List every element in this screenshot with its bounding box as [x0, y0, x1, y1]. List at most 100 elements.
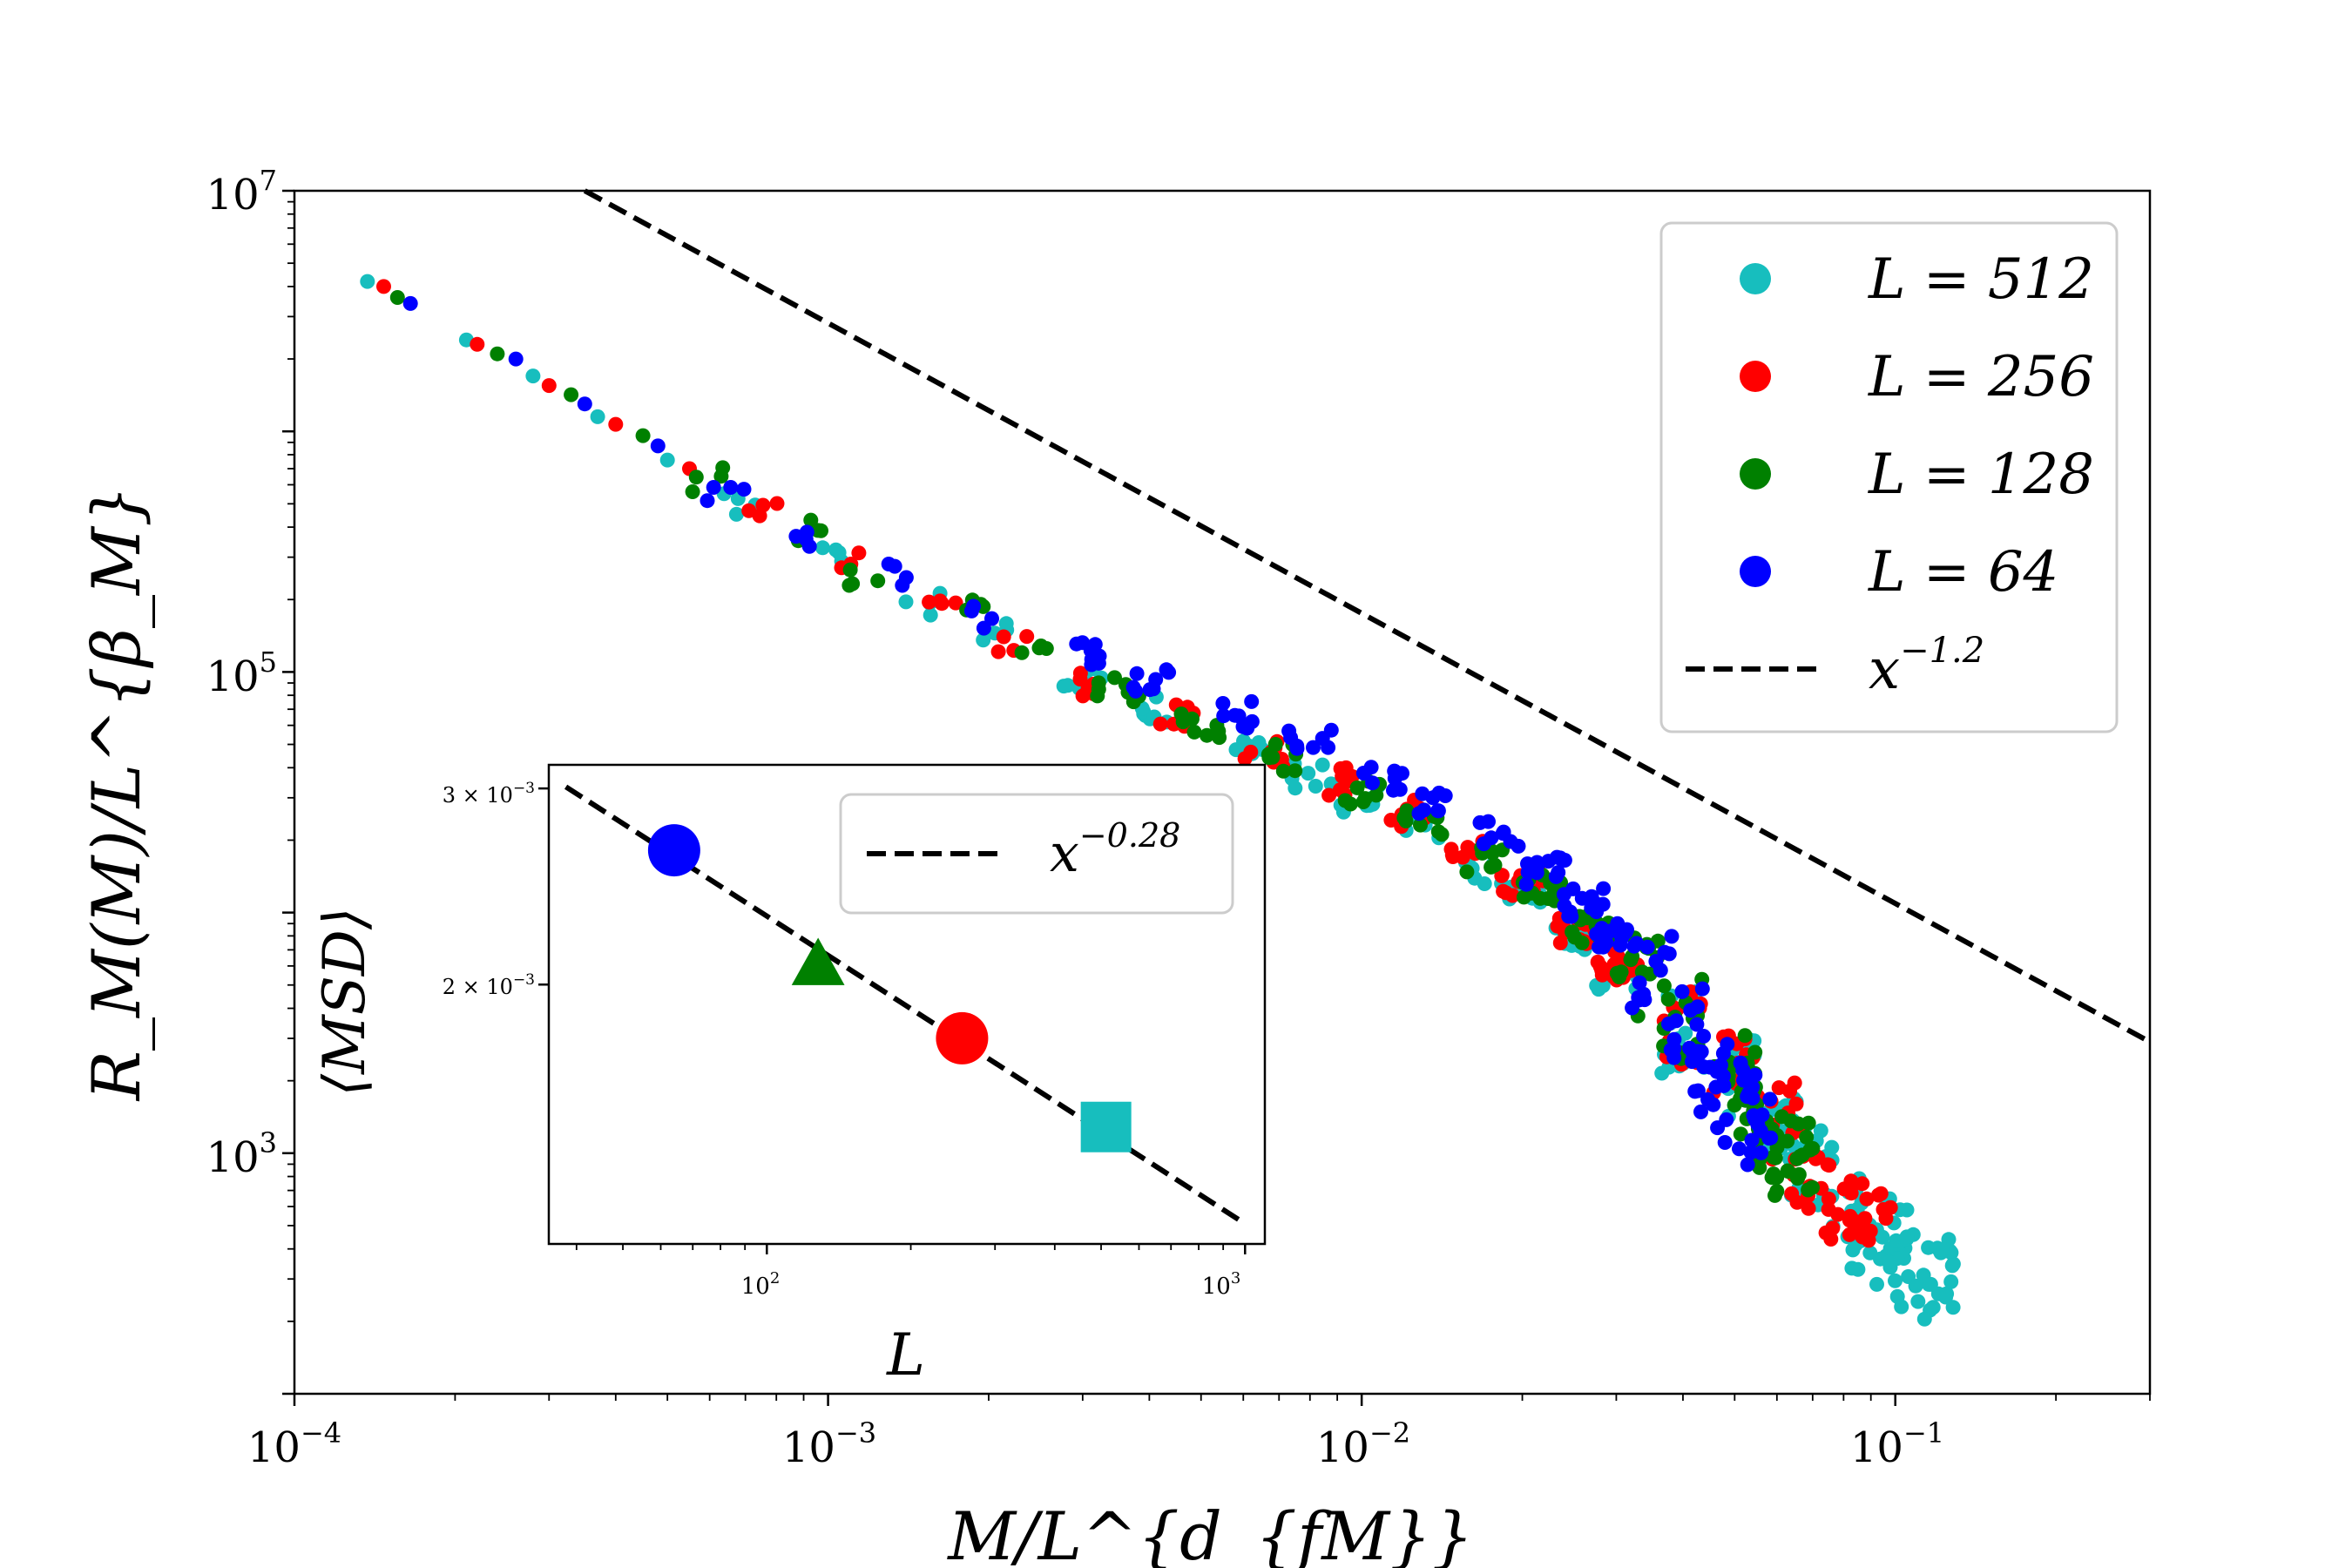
legend-marker-l64	[1740, 556, 1771, 587]
point-l64	[1733, 1055, 1748, 1071]
point-l128	[1656, 978, 1672, 994]
point-l512	[1875, 1229, 1890, 1245]
inset-point-l64	[647, 824, 700, 877]
point-l64	[1716, 1078, 1732, 1093]
point-l128	[1802, 1142, 1818, 1158]
point-l64	[1289, 738, 1305, 754]
point-l64	[1710, 1120, 1726, 1136]
point-l256	[1611, 949, 1625, 964]
point-l128	[1769, 1170, 1785, 1186]
point-l64	[1717, 1135, 1733, 1150]
point-l128	[1038, 641, 1054, 656]
point-l256	[1823, 1232, 1839, 1247]
point-l64	[1437, 788, 1453, 803]
point-l64	[1689, 1017, 1705, 1032]
point-l64	[1227, 707, 1243, 723]
point-l64	[402, 295, 418, 311]
point-l64	[887, 558, 902, 574]
inset-point-l512	[1080, 1101, 1132, 1152]
point-l512	[360, 274, 375, 289]
point-l128	[1747, 1044, 1763, 1060]
point-l64	[1496, 824, 1511, 840]
point-l64	[1632, 975, 1647, 990]
point-l64	[1753, 1123, 1768, 1139]
point-l256	[1243, 744, 1259, 760]
point-l128	[1175, 714, 1191, 730]
main-scatter-points	[360, 274, 1961, 1327]
point-l256	[755, 497, 771, 513]
point-l512	[525, 368, 541, 384]
point-l512	[814, 540, 830, 556]
point-l128	[1516, 889, 1531, 905]
point-l64	[1743, 1145, 1759, 1160]
point-l128	[1623, 952, 1639, 968]
point-l64	[984, 611, 999, 626]
point-l256	[608, 416, 624, 432]
point-l256	[1821, 1191, 1836, 1206]
point-l512	[1916, 1311, 1932, 1327]
point-l64	[1365, 775, 1380, 791]
point-l512	[1844, 1260, 1860, 1276]
point-l128	[870, 573, 886, 589]
inset-xtick-label: 102	[741, 1269, 781, 1300]
legend-label-l64: L = 64	[1868, 540, 2058, 605]
inset-xtick-label: 103	[1202, 1269, 1241, 1300]
inset-xlabel: L	[886, 1321, 925, 1389]
point-l64	[1690, 1083, 1706, 1098]
point-l64	[1631, 990, 1646, 1005]
point-l512	[1899, 1229, 1915, 1245]
point-l128	[688, 470, 704, 485]
point-l128	[1459, 864, 1475, 880]
point-l512	[1944, 1258, 1960, 1274]
point-l256	[1821, 1201, 1836, 1217]
point-l256	[1882, 1200, 1898, 1215]
point-l64	[963, 603, 979, 618]
point-l64	[1619, 922, 1634, 937]
main-ytick-label: 107	[206, 164, 277, 220]
point-l64	[700, 493, 715, 509]
point-l64	[1125, 679, 1141, 695]
point-l128	[1342, 796, 1358, 812]
point-l512	[728, 506, 744, 522]
point-l64	[1589, 896, 1605, 912]
point-l128	[1267, 737, 1283, 752]
point-l256	[1444, 847, 1460, 862]
inset-ytick-label: 2 × 10−3	[443, 971, 535, 999]
inset-legend-box	[839, 793, 1234, 915]
point-l64	[1551, 865, 1566, 881]
point-l64	[1740, 1157, 1755, 1173]
point-l512	[1888, 1273, 1903, 1288]
point-l128	[490, 346, 505, 362]
point-l64	[736, 482, 752, 497]
point-l64	[1762, 1092, 1778, 1107]
main-xtick-label: 10−4	[247, 1416, 341, 1472]
point-l64	[577, 396, 592, 412]
point-l128	[1398, 814, 1414, 828]
main-plot-frame	[293, 189, 2152, 1396]
point-l64	[1683, 1003, 1699, 1018]
point-l256	[470, 336, 485, 352]
main-axis-ticks	[282, 189, 2151, 1406]
point-l512	[1936, 1241, 1950, 1257]
point-l64	[1387, 763, 1402, 779]
point-l256	[990, 644, 1006, 659]
point-l256	[1859, 1191, 1875, 1206]
point-l256	[1019, 629, 1035, 645]
inset-plot-frame	[547, 763, 1267, 1246]
point-l64	[1720, 1037, 1735, 1052]
point-l128	[564, 387, 579, 402]
point-l128	[1200, 727, 1214, 743]
point-l64	[1744, 1132, 1760, 1148]
point-l256	[1862, 1223, 1878, 1239]
point-l256	[851, 545, 867, 561]
point-l128	[1275, 763, 1291, 779]
point-l256	[1504, 888, 1520, 903]
point-l64	[1355, 766, 1371, 781]
point-l64	[1674, 983, 1690, 999]
point-l64	[1693, 1104, 1708, 1119]
point-l128	[814, 523, 828, 538]
reference-line-x-1.2	[583, 188, 2152, 1044]
point-l64	[1663, 1042, 1679, 1058]
inset-axis-ticks	[538, 787, 1247, 1254]
point-l64	[1541, 854, 1556, 869]
